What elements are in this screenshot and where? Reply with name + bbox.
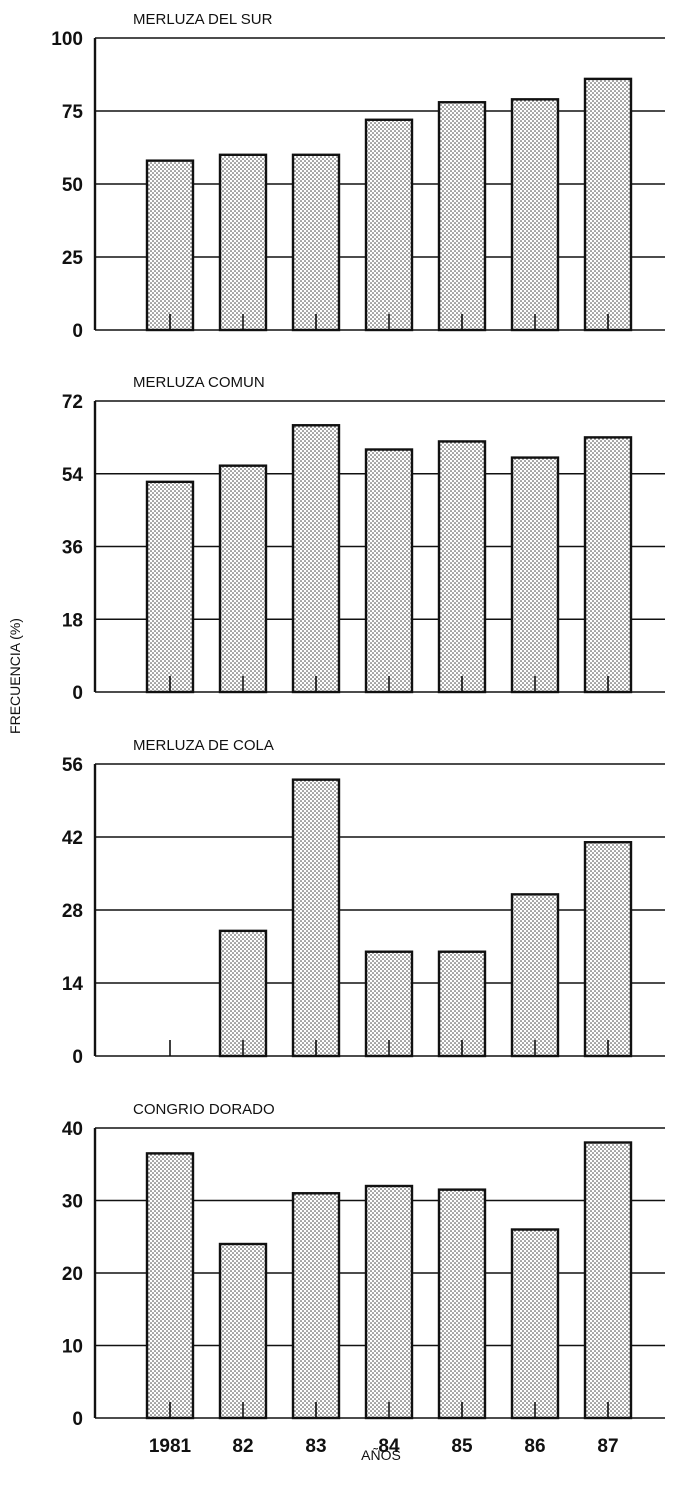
- y-tick-label: 40: [62, 1119, 83, 1140]
- y-tick-label: 10: [62, 1337, 83, 1358]
- bar: [437, 950, 487, 1058]
- x-tick-label: 83: [305, 1436, 326, 1457]
- y-tick-label: 30: [62, 1192, 83, 1213]
- y-axis-label: FRECUENCIA (%): [7, 618, 23, 734]
- x-tick-label: 85: [451, 1436, 473, 1457]
- bar: [145, 480, 195, 694]
- y-tick-label: 28: [62, 901, 83, 922]
- panel-title: CONGRIO DORADO: [133, 1101, 275, 1118]
- bar: [291, 1192, 341, 1420]
- bar: [218, 153, 268, 332]
- bar: [583, 436, 633, 694]
- y-tick-label: 0: [72, 683, 83, 704]
- y-tick-label: 72: [62, 392, 83, 413]
- bar: [218, 1242, 268, 1420]
- x-tick-label: 86: [524, 1436, 545, 1457]
- bar: [437, 1188, 487, 1420]
- bar: [583, 841, 633, 1058]
- bar: [291, 153, 341, 332]
- y-tick-label: 20: [62, 1264, 83, 1285]
- panel-title: MERLUZA DE COLA: [133, 737, 274, 754]
- x-tick-label: 87: [597, 1436, 618, 1457]
- x-axis-label: AÑOS: [361, 1447, 401, 1463]
- chart-panel-4: CONGRIO DORADO 0 10 20 30 40 1981 82 83 84 85 86 87: [62, 1101, 665, 1457]
- y-tick-label: 14: [62, 974, 84, 995]
- bar: [291, 424, 341, 694]
- bar: [145, 1152, 195, 1420]
- y-tick-label: 50: [62, 175, 83, 196]
- chart-panel-3: MERLUZA DE COLA 0 14 28 42 56: [62, 737, 665, 1068]
- bar: [583, 1141, 633, 1420]
- y-tick-label: 36: [62, 538, 83, 559]
- chart-panel-1: MERLUZA DEL SUR 0 25 50 75 100: [51, 11, 665, 342]
- bar: [510, 1228, 560, 1420]
- bar: [510, 893, 560, 1058]
- chart-panel-2: MERLUZA COMUN 0 18 36 54 72: [62, 374, 665, 704]
- y-tick-label: 0: [72, 1409, 83, 1430]
- bar: [364, 1184, 414, 1420]
- bar: [364, 448, 414, 694]
- x-tick-label: 82: [232, 1436, 253, 1457]
- x-tick-label: 1981: [149, 1436, 192, 1457]
- y-tick-label: 0: [72, 321, 83, 342]
- bar: [218, 464, 268, 694]
- y-tick-label: 0: [72, 1047, 83, 1068]
- panel-title: MERLUZA DEL SUR: [133, 11, 273, 28]
- bar: [364, 950, 414, 1058]
- panel-title: MERLUZA COMUN: [133, 374, 265, 391]
- bar: [437, 101, 487, 332]
- bar: [510, 456, 560, 694]
- y-tick-label: 25: [62, 248, 84, 269]
- bar: [145, 159, 195, 332]
- y-tick-label: 56: [62, 755, 83, 776]
- y-tick-label: 54: [62, 465, 84, 486]
- bar: [218, 929, 268, 1058]
- bar: [583, 77, 633, 332]
- y-tick-label: 75: [62, 102, 84, 123]
- bar: [437, 440, 487, 694]
- bar: [364, 118, 414, 332]
- x-tick-label: 84: [378, 1436, 400, 1457]
- bar: [291, 778, 341, 1058]
- bar: [510, 98, 560, 332]
- y-tick-label: 18: [62, 610, 83, 631]
- y-tick-label: 100: [51, 29, 83, 50]
- y-tick-label: 42: [62, 828, 83, 849]
